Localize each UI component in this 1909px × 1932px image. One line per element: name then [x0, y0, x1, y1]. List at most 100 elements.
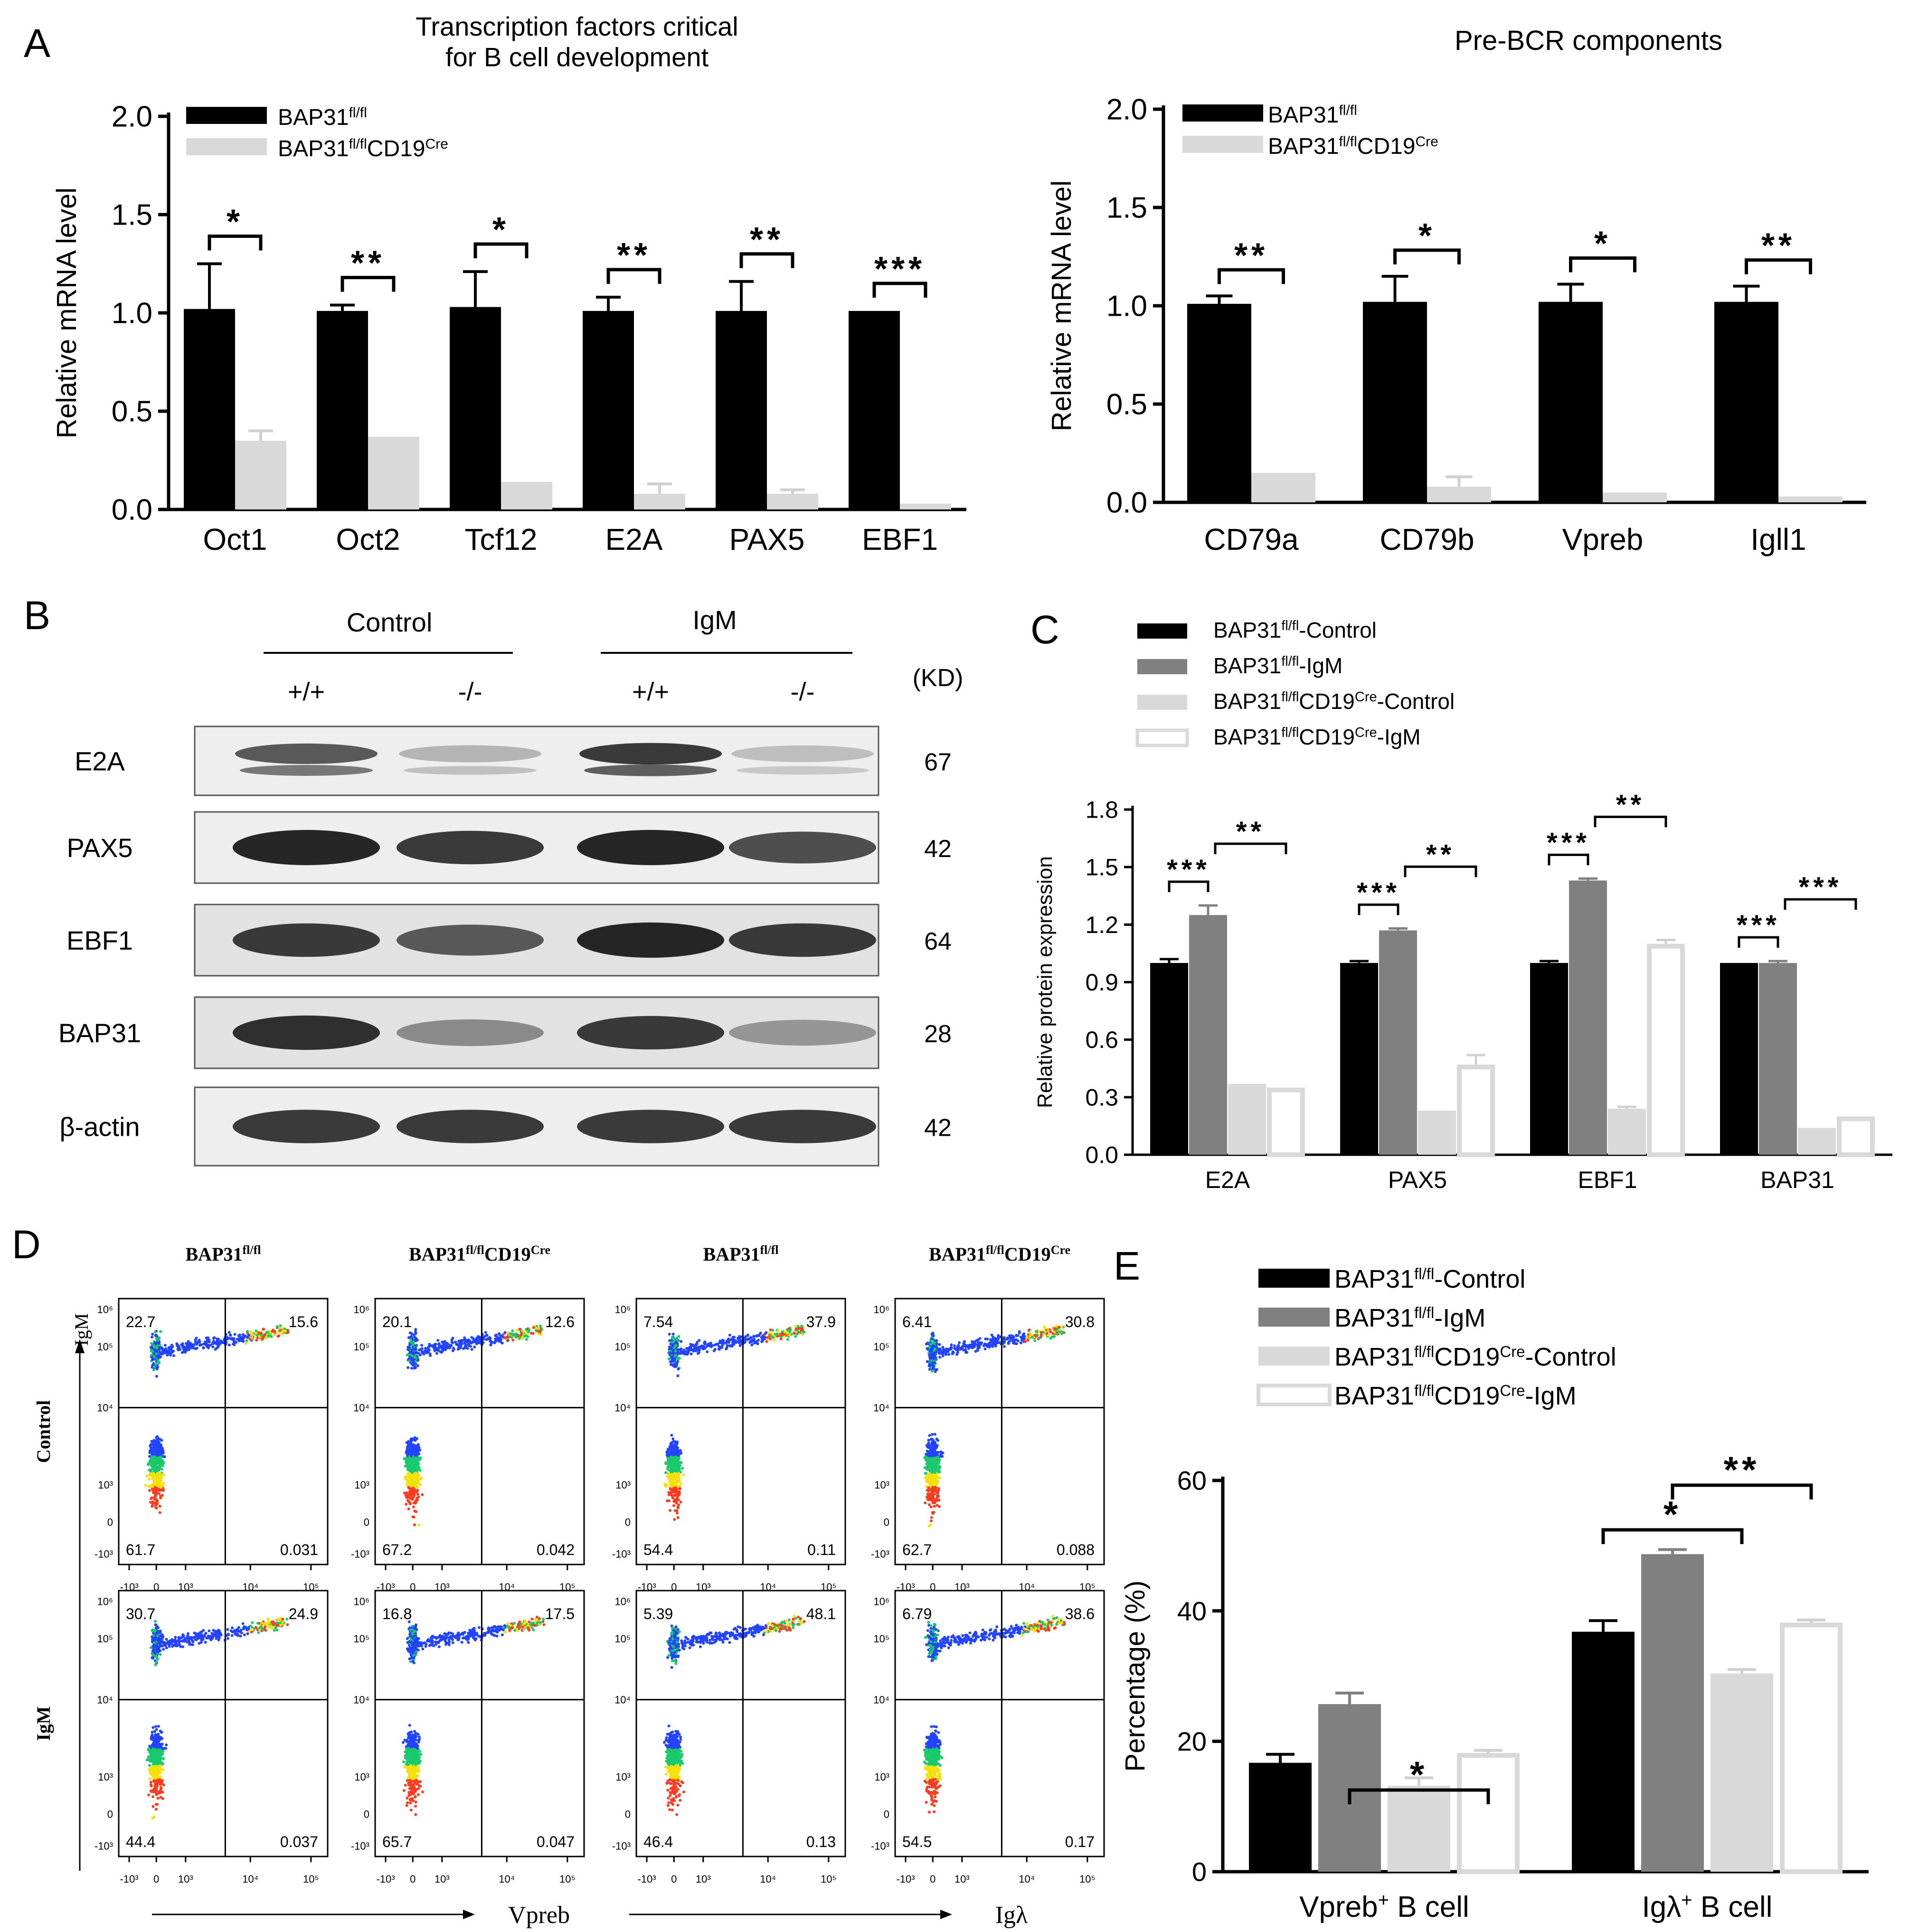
- flow-event-dot: [925, 1444, 928, 1447]
- flow-plot: 6.41 30.862.7 0.088-10³ 0 10³ 10⁴ 10⁵-10³010³1…: [871, 1298, 1105, 1593]
- flow-event-dot: [938, 1356, 942, 1359]
- flow-event-dot: [927, 1465, 930, 1469]
- flow-event-dot: [161, 1768, 164, 1771]
- flow-event-dot: [475, 1339, 479, 1343]
- flow-event-dot: [927, 1489, 930, 1493]
- flow-event-dot: [426, 1349, 430, 1352]
- flow-event-dot: [956, 1349, 960, 1352]
- flow-event-dot: [150, 1342, 153, 1345]
- flow-event-dot: [152, 1762, 156, 1765]
- legend-swatch: [1135, 728, 1189, 747]
- flow-row-label: IgM: [33, 1706, 54, 1741]
- flow-event-dot: [671, 1332, 675, 1336]
- blot-protein-label: PAX5: [66, 833, 132, 863]
- flow-event-dot: [152, 1443, 155, 1447]
- flow-event-dot: [159, 1786, 162, 1789]
- significance-label: **: [1761, 227, 1796, 265]
- bar-a1-s1-c2: [501, 482, 552, 509]
- flow-event-dot: [687, 1351, 690, 1355]
- flow-event-dot: [412, 1444, 415, 1447]
- flow-quadrant-lower-right: 0.088: [1057, 1541, 1095, 1558]
- significance-label: ***: [1167, 854, 1210, 885]
- flow-event-dot: [674, 1455, 677, 1459]
- flow-event-dot: [537, 1332, 540, 1336]
- flow-event-dot: [1040, 1334, 1043, 1337]
- bar-c-s2-c0: [1228, 1084, 1266, 1155]
- flow-quadrant-upper-left: 7.54: [643, 1313, 673, 1330]
- flow-event-dot: [1035, 1330, 1039, 1333]
- flow-event-dot: [227, 1331, 231, 1334]
- y-tick-label: 2.0: [1106, 94, 1147, 126]
- y-axis-label: Relative mRNA level: [1046, 180, 1077, 432]
- bar-c-s3-c2: [1647, 943, 1685, 1157]
- flow-event-dot: [157, 1725, 160, 1728]
- flow-event-dot: [936, 1455, 939, 1459]
- flow-y-tick-label: 10³: [354, 1479, 369, 1491]
- flow-event-dot: [927, 1439, 930, 1442]
- flow-event-dot: [760, 1336, 763, 1339]
- flow-event-dot: [169, 1354, 172, 1357]
- flow-event-dot: [420, 1344, 424, 1347]
- flow-event-dot: [445, 1346, 449, 1349]
- flow-event-dot: [669, 1461, 672, 1464]
- flow-event-dot: [1060, 1325, 1064, 1329]
- flow-event-dot: [158, 1780, 161, 1783]
- flow-plot: 7.54 37.954.4 0.11-10³ 0 10³ 10⁴ 10⁵-10³010³10…: [612, 1298, 846, 1593]
- flow-event-dot: [924, 1472, 927, 1475]
- flow-quadrant-upper-right: 12.6: [545, 1313, 575, 1330]
- flow-event-dot: [160, 1346, 163, 1349]
- bar-a2-s0-c2: [1539, 302, 1603, 502]
- blot-band: [397, 1110, 544, 1143]
- significance-label: **: [351, 244, 385, 282]
- flow-event-dot: [503, 1331, 507, 1334]
- flow-event-dot: [780, 1335, 783, 1338]
- flow-plot-frame: [118, 1590, 329, 1857]
- flow-event-dot: [161, 1489, 165, 1492]
- flow-event-dot: [669, 1455, 672, 1459]
- blot-band: [397, 830, 544, 865]
- flow-event-dot: [215, 1347, 218, 1350]
- legend-label: BAP31fl/flCD19Cre-Control: [1213, 689, 1455, 714]
- flow-event-dot: [485, 1334, 489, 1337]
- flow-event-dot: [157, 1744, 160, 1748]
- y-tick-label: 1.5: [1106, 192, 1147, 225]
- flow-event-dot: [1024, 1340, 1027, 1343]
- flow-event-dot: [155, 1750, 158, 1753]
- y-tick-label: 1.5: [112, 199, 152, 232]
- flow-event-dot: [269, 1331, 272, 1335]
- flow-x-arrowhead: [463, 1910, 475, 1919]
- flow-event-dot: [726, 1340, 729, 1344]
- flow-event-dot: [469, 1345, 473, 1348]
- flow-event-dot: [183, 1345, 186, 1348]
- flow-event-dot: [156, 1436, 160, 1440]
- flow-event-dot: [933, 1505, 936, 1508]
- x-category-label: Vpreb: [1562, 522, 1644, 556]
- flow-event-dot: [683, 1352, 687, 1356]
- flow-event-dot: [451, 1349, 454, 1352]
- flow-event-dot: [158, 1351, 161, 1354]
- legend-label-superscript: fl/fl: [1281, 654, 1299, 669]
- flow-event-dot: [417, 1462, 420, 1465]
- flow-event-dot: [151, 1766, 155, 1769]
- flow-event-dot: [540, 1328, 543, 1331]
- flow-event-dot: [144, 1484, 147, 1487]
- flow-event-dot: [690, 1352, 693, 1356]
- flow-event-dot: [217, 1342, 220, 1345]
- header-superscript: Cre: [531, 1243, 550, 1257]
- flow-event-dot: [675, 1496, 679, 1499]
- significance-bracket: [208, 235, 263, 251]
- bar-a1-s1-c4: [767, 493, 818, 509]
- flow-event-dot: [154, 1481, 157, 1484]
- flow-event-dot: [167, 1349, 170, 1353]
- flow-event-dot: [670, 1469, 673, 1472]
- flow-event-dot: [212, 1340, 215, 1343]
- flow-event-dot: [404, 1464, 407, 1468]
- flow-event-dot: [408, 1444, 412, 1448]
- significance-label: *: [492, 211, 510, 249]
- flow-event-dot: [406, 1498, 409, 1502]
- flow-event-dot: [190, 1343, 194, 1347]
- flow-event-dot: [677, 1453, 680, 1457]
- flow-event-dot: [456, 1343, 460, 1347]
- significance-label: *: [227, 203, 244, 241]
- flow-event-dot: [155, 1367, 159, 1371]
